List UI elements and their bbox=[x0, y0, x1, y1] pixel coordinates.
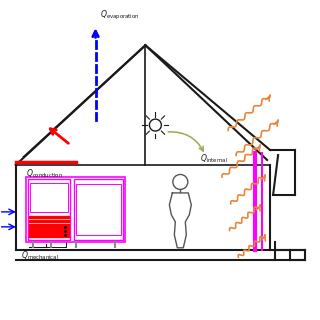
Bar bbox=[30, 183, 68, 212]
Text: $Q_{\rm internal}$: $Q_{\rm internal}$ bbox=[200, 152, 228, 164]
Text: $Q_{\rm conduction}$: $Q_{\rm conduction}$ bbox=[26, 168, 63, 180]
Bar bbox=[74, 179, 124, 240]
Bar bbox=[29, 235, 68, 237]
Text: $Q_{\rm evaporation}$: $Q_{\rm evaporation}$ bbox=[100, 9, 139, 22]
Bar bbox=[26, 177, 125, 242]
Bar bbox=[76, 184, 122, 235]
Bar bbox=[29, 216, 68, 218]
Bar bbox=[29, 227, 68, 230]
Bar bbox=[29, 224, 68, 226]
Text: $Q_{\rm mechanical}$: $Q_{\rm mechanical}$ bbox=[21, 250, 59, 262]
Bar bbox=[28, 179, 69, 240]
Bar bbox=[29, 231, 68, 234]
Bar bbox=[29, 220, 68, 222]
